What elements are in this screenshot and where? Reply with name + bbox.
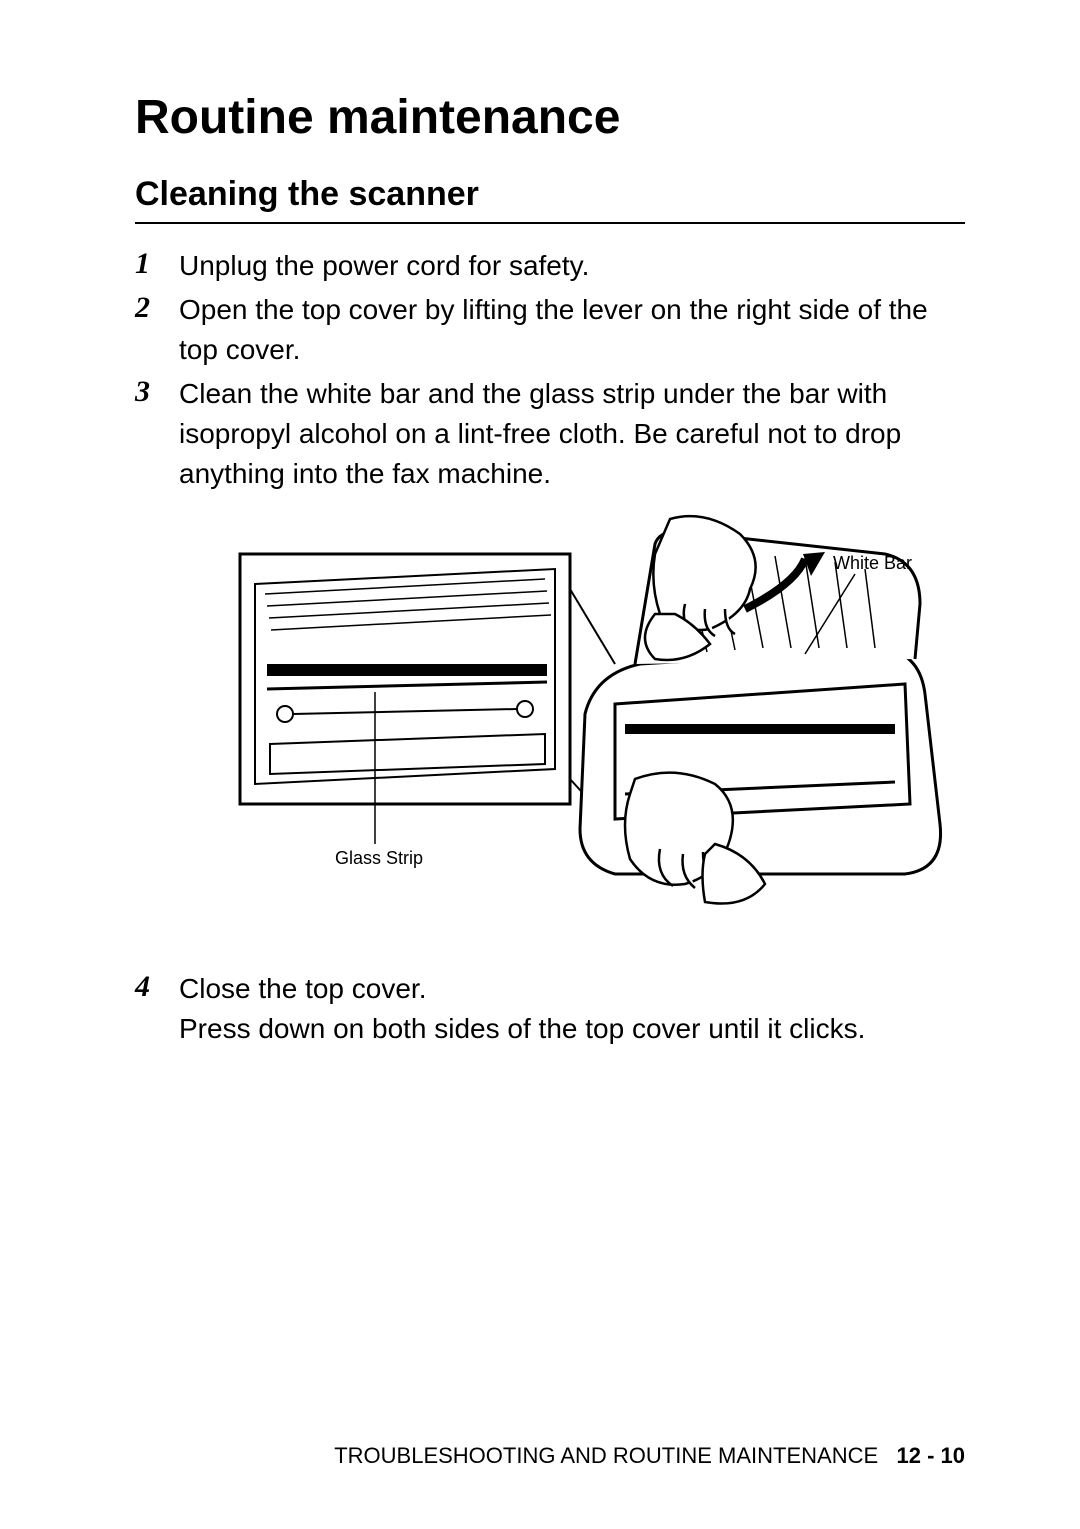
page-footer: TROUBLESHOOTING AND ROUTINE MAINTENANCE …: [334, 1443, 965, 1469]
step-2: 2 Open the top cover by lifting the leve…: [135, 290, 965, 370]
page: Routine maintenance Cleaning the scanner…: [0, 0, 1080, 1529]
label-glass-strip: Glass Strip: [335, 848, 423, 868]
step-text: Close the top cover. Press down on both …: [179, 969, 865, 1049]
footer-page: 12 - 10: [897, 1443, 966, 1468]
step-4: 4 Close the top cover. Press down on bot…: [135, 969, 965, 1049]
step-3: 3 Clean the white bar and the glass stri…: [135, 374, 965, 494]
step-text-line: Close the top cover.: [179, 973, 426, 1004]
scanner-cleaning-diagram: Glass Strip: [185, 514, 945, 944]
footer-section: TROUBLESHOOTING AND ROUTINE MAINTENANCE: [334, 1443, 878, 1468]
steps-list: 1 Unplug the power cord for safety. 2 Op…: [135, 246, 965, 494]
step-text: Unplug the power cord for safety.: [179, 246, 589, 286]
steps-list-cont: 4 Close the top cover. Press down on bot…: [135, 969, 965, 1049]
step-number: 3: [135, 374, 179, 410]
step-text-line: Press down on both sides of the top cove…: [179, 1013, 865, 1044]
step-1: 1 Unplug the power cord for safety.: [135, 246, 965, 286]
step-number: 2: [135, 290, 179, 326]
label-white-bar: White Bar: [833, 553, 912, 573]
step-number: 4: [135, 969, 179, 1005]
page-title: Routine maintenance: [135, 90, 965, 145]
step-number: 1: [135, 246, 179, 282]
step-text: Open the top cover by lifting the lever …: [179, 290, 965, 370]
section-title: Cleaning the scanner: [135, 175, 965, 224]
step-text: Clean the white bar and the glass strip …: [179, 374, 965, 494]
figure: Glass Strip: [185, 514, 965, 949]
